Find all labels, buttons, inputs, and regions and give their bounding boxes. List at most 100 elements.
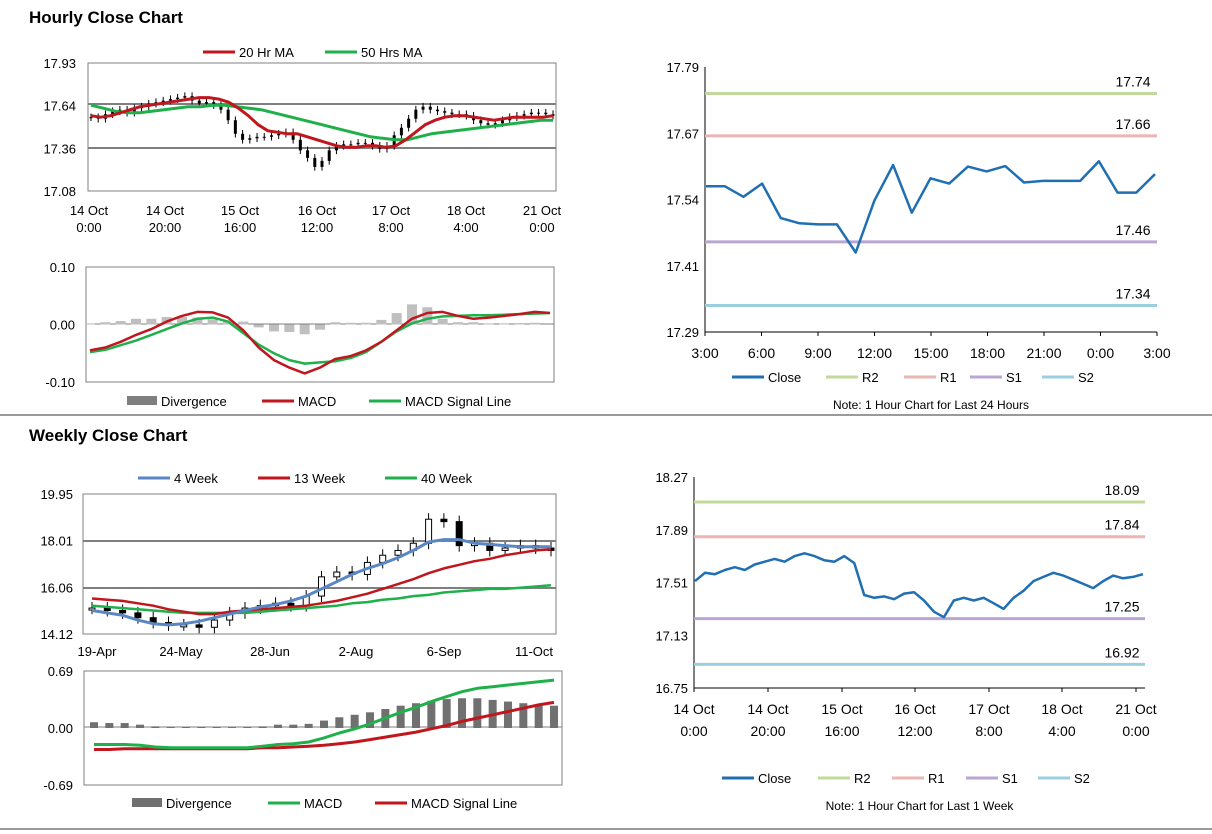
weekly-divergence-bar: [243, 727, 252, 728]
hourly-candle-body: [168, 99, 172, 101]
hourly-candle-body: [205, 102, 208, 104]
close24-xtick: 9:00: [804, 345, 831, 361]
hourly-candle-body: [277, 133, 281, 136]
hourly-divergence-bar: [361, 322, 371, 325]
weekly-divergence-bar: [212, 727, 221, 728]
hourly-price-xtick: 0:00: [529, 220, 554, 235]
weekly-divergence-bar: [519, 703, 528, 728]
hourly-divergence-bar: [376, 319, 387, 325]
hourly-signal-line: [89, 311, 551, 365]
hourly-candle-body: [132, 108, 136, 113]
hourly-candle-body: [320, 160, 324, 167]
close24-xtick: 0:00: [1087, 345, 1114, 361]
weekly-candle-body: [440, 518, 448, 523]
hourly-divergence-bar: [422, 307, 433, 325]
hourly-candle-body: [356, 142, 360, 145]
hourly-candle-body: [183, 96, 187, 98]
hourly-price-xtick: 12:00: [301, 220, 334, 235]
weekly-candle-body: [455, 521, 463, 547]
weekly-divergence-bar: [504, 701, 512, 728]
hourly-divergence-bar: [391, 313, 402, 325]
close1w-xtick: 0:00: [1122, 723, 1149, 739]
hourly-candle-body: [349, 144, 353, 146]
weekly-price-xtick: 2-Aug: [339, 644, 374, 659]
close1w-legend-s2-label: S2: [1074, 771, 1090, 786]
close1w-ytick: 16.75: [655, 681, 688, 696]
hourly-divergence-bar: [345, 322, 356, 325]
close24-xtick: 3:00: [691, 345, 718, 361]
close24-xtick: 6:00: [748, 345, 775, 361]
close1w-xtick: 14 Oct: [747, 701, 788, 717]
hourly-candle-body: [176, 97, 180, 100]
hourly-candle-body: [399, 127, 403, 136]
hourly-candle-body: [161, 100, 165, 103]
weekly-macd-ytick: -0.69: [43, 778, 73, 793]
hourly-candle-body: [306, 150, 310, 158]
legend-hourly-divergence-swatch: [127, 396, 157, 405]
close1w-ytick: 17.89: [655, 523, 688, 538]
hourly-candle-body: [248, 138, 252, 140]
weekly-macd-ytick: 0.00: [48, 721, 73, 736]
weekly-section-title: Weekly Close Chart: [29, 426, 188, 445]
hourly-price-xtick: 4:00: [453, 220, 478, 235]
close24-xtick: 3:00: [1143, 345, 1170, 361]
weekly-divergence-bar: [473, 698, 482, 728]
hourly-divergence-bar: [407, 304, 417, 325]
close24-level-label: 17.34: [1115, 286, 1150, 302]
close24-legend-r2-label: R2: [862, 370, 879, 385]
legend-hourly-divergence-label: Divergence: [161, 394, 227, 409]
hourly-candle-body: [551, 114, 555, 116]
hourly-candle-body: [529, 112, 533, 115]
legend-4-week-label: 4 Week: [174, 471, 218, 486]
hourly-price-frame: [87, 62, 557, 192]
weekly-divergence-bar: [412, 703, 420, 728]
weekly-divergence-bar: [136, 724, 144, 728]
hourly-divergence-bar: [192, 317, 203, 325]
weekly-candle-body: [119, 609, 127, 614]
weekly-price-ytick: 14.12: [40, 627, 73, 642]
hourly-price-ytick: 17.64: [43, 99, 76, 114]
hourly-candle-body: [269, 135, 273, 137]
legend-40-week-label: 40 Week: [421, 471, 473, 486]
legend-weekly-divergence-swatch: [132, 798, 162, 807]
hourly-divergence-bar: [146, 318, 157, 325]
weekly-divergence-bar: [120, 723, 129, 728]
close24-legend-r1-label: R1: [940, 370, 957, 385]
hourly-price-xtick: 15 Oct: [221, 203, 260, 218]
weekly-divergence-bar: [366, 712, 374, 728]
weekly-divergence-bar: [258, 726, 267, 728]
close24-ytick: 17.79: [666, 60, 699, 75]
bottom-divider: [0, 828, 1212, 830]
hourly-divergence-bar: [315, 324, 325, 330]
legend-weekly-divergence-label: Divergence: [166, 796, 232, 811]
weekly-candle-body: [195, 624, 203, 628]
weekly-divergence-bar: [320, 720, 328, 728]
hourly-candle-body: [421, 106, 425, 110]
hourly-candle-body: [443, 111, 447, 113]
weekly-divergence-bar: [197, 727, 206, 728]
weekly-price-xtick: 24-May: [159, 644, 203, 659]
close1w-xtick: 17 Oct: [968, 701, 1009, 717]
hourly-candle-body: [233, 120, 237, 134]
weekly-4wk-line: [91, 538, 551, 627]
weekly-macd-line: [94, 678, 555, 750]
weekly-divergence-bar: [396, 705, 405, 728]
weekly-price-xtick: 28-Jun: [250, 644, 290, 659]
hourly-macd-line: [89, 310, 551, 375]
hourly-candle-body: [407, 118, 411, 128]
hourly-divergence-bar: [85, 323, 95, 325]
close24-close-line: [706, 160, 1156, 254]
hourly-price-xtick: 14 Oct: [146, 203, 185, 218]
hourly-divergence-bar: [483, 323, 494, 325]
close1w-xtick: 12:00: [897, 723, 932, 739]
hourly-candle-body: [197, 100, 201, 104]
close24-ytick: 17.41: [666, 259, 699, 274]
hourly-price-xtick: 0:00: [76, 220, 101, 235]
hourly-price-xtick: 18 Oct: [447, 203, 486, 218]
close24-level-label: 17.46: [1115, 222, 1150, 238]
close1w-xtick: 0:00: [680, 723, 707, 739]
legend-hourly-macd-label: MACD: [298, 394, 336, 409]
hourly-candle-body: [493, 123, 497, 125]
legend-weekly-signal-label: MACD Signal Line: [411, 796, 517, 811]
